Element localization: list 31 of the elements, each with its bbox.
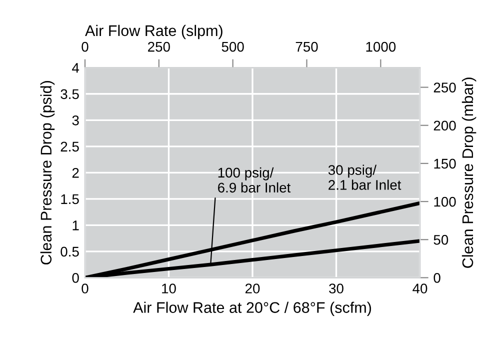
y-tick-label: 0.5: [60, 246, 79, 257]
y-tick-label: 0: [72, 273, 79, 283]
x-tick-label: 30: [329, 284, 344, 294]
y-tick-label: 1.5: [61, 194, 79, 204]
y2-tick-label: 250: [434, 82, 456, 92]
y-tick-label: 1: [72, 220, 79, 230]
y-tick-label: 3: [72, 115, 79, 126]
x-tick-label: 20: [245, 284, 260, 294]
y-tick-label: 2: [72, 168, 79, 178]
x-axis-title: Air Flow Rate at 20°C / 68°F (scfm): [133, 302, 372, 316]
y-tick-label: 3.5: [60, 89, 79, 100]
y2-tick-label: 150: [434, 158, 456, 169]
series-label: 30 psig/ 2.1 bar Inlet: [328, 164, 402, 190]
y2-tick-label: 50: [434, 234, 448, 245]
x2-tick-label: 750: [296, 42, 318, 52]
y-tick-label: 2.5: [60, 142, 79, 152]
y2-tick-label: 200: [434, 120, 456, 131]
x-tick-label: 0: [82, 284, 88, 294]
x2-tick-label: 250: [148, 42, 170, 52]
x2-tick-label: 0: [82, 42, 88, 52]
y2-tick-label: 0: [434, 273, 440, 283]
y2-tick-label: 100: [434, 196, 456, 207]
text: 100 psig/ 6.9 bar Inlet: [218, 167, 291, 193]
x-tick-label: 40: [412, 284, 428, 294]
y-axis-title: Clean Pressure Drop (psid): [40, 81, 55, 264]
y2-axis-title: Clean Pressure Drop (mbar): [462, 78, 476, 268]
x2-tick-label: 1000: [366, 42, 396, 52]
x2-axis-title: Air Flow Rate (slpm): [85, 24, 222, 40]
y-tick-label: 4: [72, 63, 80, 73]
x-tick-label: 10: [162, 284, 176, 294]
x2-tick-label: 500: [222, 42, 244, 52]
